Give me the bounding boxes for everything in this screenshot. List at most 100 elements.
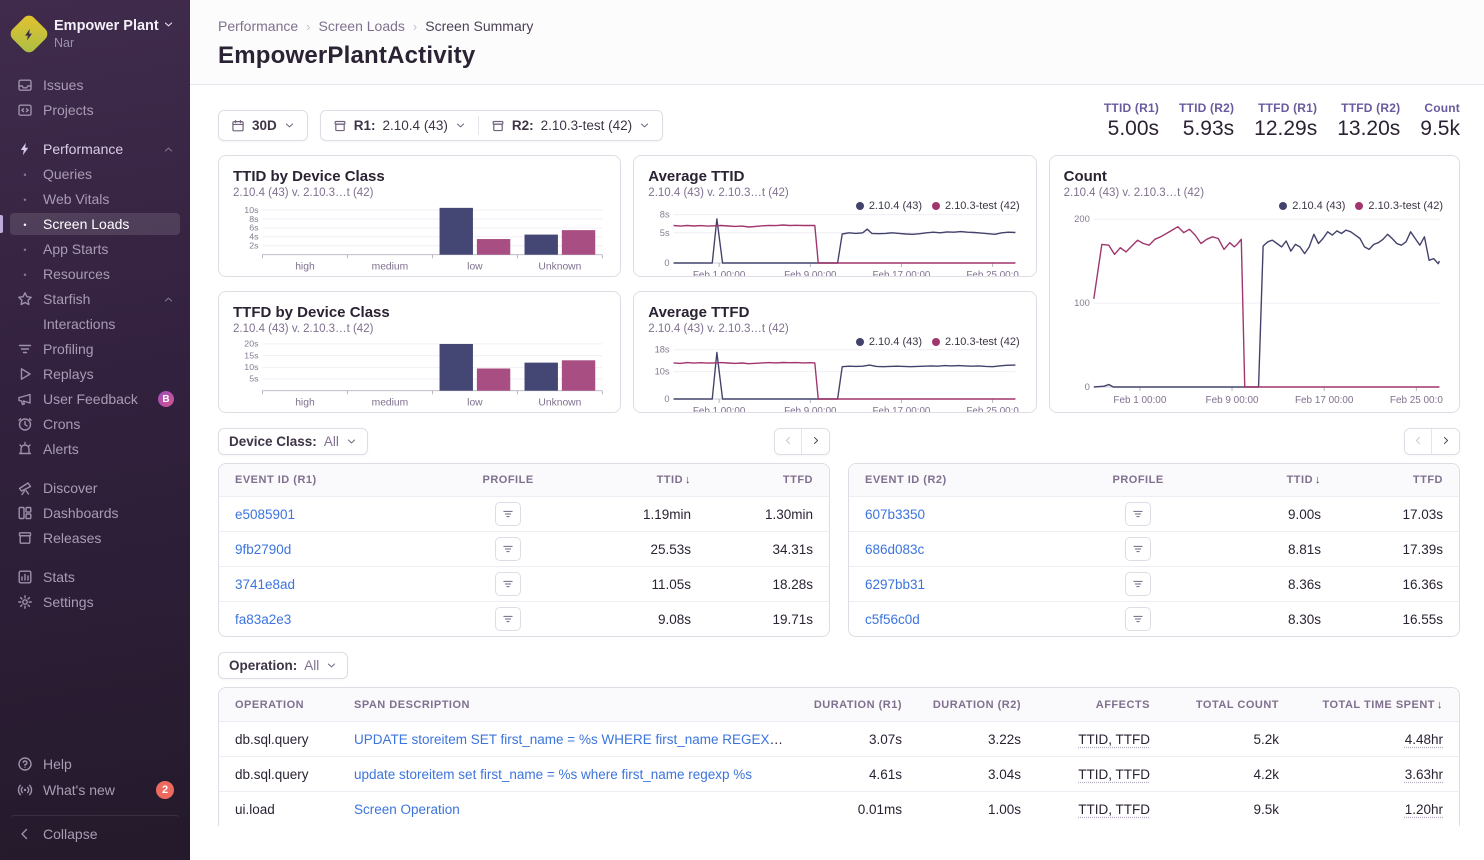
table-row: 9fb2790d 25.53s 34.31s [219, 531, 829, 566]
metric-ttid-r1: TTID (R1) 5.00s [1104, 101, 1159, 141]
sidebar-item-issues[interactable]: Issues [10, 74, 180, 96]
breadcrumb-screen-loads[interactable]: Screen Loads [318, 18, 405, 34]
event-id-link[interactable]: c5f56c0d [865, 611, 920, 627]
column-header-duration-r1[interactable]: DURATION (R1) [813, 698, 902, 711]
sidebar-item-replays[interactable]: Replays [10, 363, 180, 385]
profile-button[interactable] [495, 502, 522, 526]
sidebar-item-dashboards[interactable]: Dashboards [10, 502, 180, 524]
legend-label: 2.10.4 (43) [1292, 200, 1346, 212]
column-header-total-time-spent[interactable]: TOTAL TIME SPENT ↓ [1322, 698, 1443, 711]
sidebar-item-performance[interactable]: Performance [10, 138, 180, 160]
event-id-link[interactable]: 686d083c [865, 541, 925, 557]
profile-button[interactable] [495, 607, 522, 631]
sidebar-item-crons[interactable]: Crons [10, 413, 180, 435]
sidebar-item-alerts[interactable]: Alerts [10, 438, 180, 460]
sort-arrow-icon: ↓ [1437, 698, 1443, 711]
legend-label: 2.10.3-test (42) [1368, 200, 1443, 212]
column-header-ttid[interactable]: TTID ↓ [1286, 474, 1322, 486]
profile-button[interactable] [1125, 572, 1152, 596]
column-header-ttfd[interactable]: TTFD [782, 474, 813, 486]
sidebar-item-label: Crons [43, 416, 81, 433]
span-description-link[interactable]: update storeitem set first_name = %s whe… [354, 766, 753, 782]
average-ttfd-chart: 0 10s 18s Feb 1 00:00 Feb 9 00:00 Feb 17 00:0… [655, 344, 1020, 412]
sidebar-item-user-feedback[interactable]: User Feedback B [10, 388, 180, 410]
sidebar-item-help[interactable]: Help [10, 753, 180, 775]
sidebar-item-queries[interactable]: Queries [10, 163, 180, 185]
breadcrumb-screen-summary: Screen Summary [425, 18, 534, 34]
sidebar-item-label: Performance [43, 141, 124, 158]
device-class-filter[interactable]: Device Class: All [218, 427, 368, 455]
release2-filter[interactable]: R2: 2.10.3-test (42) [478, 111, 663, 140]
metric-value: 13.20s [1337, 117, 1401, 140]
event-id-link[interactable]: e5085901 [235, 506, 296, 522]
operation-filter[interactable]: Operation: All [218, 651, 349, 679]
column-header-profile[interactable]: PROFILE [1112, 474, 1164, 486]
chart-subtitle: 2.10.4 (43) v. 2.10.3…t (42) [233, 187, 374, 199]
table-row: 3741e8ad 11.05s 18.28s [219, 566, 829, 601]
sidebar-item-releases[interactable]: Releases [10, 527, 180, 549]
legend-dot [1355, 202, 1364, 210]
event-id-link[interactable]: 3741e8ad [235, 576, 296, 592]
release2-value: 2.10.3-test (42) [540, 118, 633, 133]
duration-r2-value: 3.22s [987, 731, 1021, 747]
sidebar-item-starfish[interactable]: Starfish [10, 288, 180, 310]
profile-button[interactable] [495, 537, 522, 561]
sidebar-item-resources[interactable]: Resources [10, 263, 180, 285]
column-header-duration-r2[interactable]: DURATION (R2) [932, 698, 1021, 711]
prev-page-button[interactable] [775, 428, 802, 454]
sidebar-item-profiling[interactable]: Profiling [10, 338, 180, 360]
org-logo [7, 12, 51, 56]
bullet-icon [16, 241, 34, 257]
device-class-value: All [323, 433, 339, 449]
column-header-profile[interactable]: PROFILE [482, 474, 534, 486]
metric-value: 5.93s [1182, 117, 1235, 140]
svg-text:18s: 18s [655, 344, 670, 355]
column-header-ttid[interactable]: TTID ↓ [656, 474, 692, 486]
sidebar-item-projects[interactable]: Projects [10, 99, 180, 121]
pagination-r2 [1404, 427, 1460, 455]
prev-page-button[interactable] [1405, 428, 1432, 454]
time-range-filter[interactable]: 30D [218, 110, 308, 141]
event-id-link[interactable]: fa83a2e3 [235, 611, 292, 627]
chevron-left-icon [16, 826, 34, 842]
column-header-operation: OPERATION [235, 698, 305, 711]
duration-r1-value: 3.07s [868, 731, 902, 747]
breadcrumb: Performance › Screen Loads › Screen Summ… [218, 18, 1456, 34]
sidebar-item-settings[interactable]: Settings [10, 591, 180, 613]
svg-text:Feb 25 00:0: Feb 25 00:0 [1390, 395, 1443, 406]
event-id-link[interactable]: 9fb2790d [235, 541, 292, 557]
next-page-button[interactable] [802, 428, 829, 454]
metric-ttfd-r1: TTFD (R1) 12.29s [1254, 101, 1317, 141]
svg-text:low: low [467, 262, 483, 273]
collapse-button[interactable]: Collapse [10, 815, 180, 845]
chart-subtitle: 2.10.4 (43) v. 2.10.3…t (42) [1063, 187, 1205, 199]
sidebar-item-screen-loads[interactable]: Screen Loads [0, 213, 180, 236]
profile-button[interactable] [1125, 607, 1152, 631]
org-switcher[interactable]: Empower Plant Nar [0, 12, 190, 60]
column-header-affects[interactable]: AFFECTS [1095, 698, 1150, 711]
release1-filter[interactable]: R1: 2.10.4 (43) [320, 111, 478, 140]
average-ttfd-card: Average TTFD 2.10.4 (43) v. 2.10.3…t (42)… [633, 291, 1037, 413]
badge: B [158, 391, 174, 408]
sidebar-item-what-s-new[interactable]: What's new 2 [10, 778, 180, 802]
event-id-link[interactable]: 6297bb31 [865, 576, 926, 592]
sidebar-item-label: Replays [43, 366, 94, 383]
column-header-total-count[interactable]: TOTAL COUNT [1195, 698, 1279, 711]
sidebar-item-web-vitals[interactable]: Web Vitals [10, 188, 180, 210]
sort-arrow-icon: ↓ [1315, 474, 1322, 486]
breadcrumb-performance[interactable]: Performance [218, 18, 299, 34]
column-header-ttfd[interactable]: TTFD [1412, 474, 1443, 486]
svg-text:4s: 4s [249, 232, 258, 242]
next-page-button[interactable] [1432, 428, 1459, 454]
sidebar-item-discover[interactable]: Discover [10, 477, 180, 499]
profile-button[interactable] [495, 572, 522, 596]
sidebar-item-app-starts[interactable]: App Starts [10, 238, 180, 260]
span-description-link[interactable]: Screen Operation [354, 801, 460, 817]
span-description-link[interactable]: UPDATE storeitem SET first_name = %s WHE… [354, 731, 783, 747]
profile-button[interactable] [1125, 502, 1152, 526]
sidebar-item-interactions[interactable]: Interactions [10, 313, 180, 335]
sidebar-item-stats[interactable]: Stats [10, 566, 180, 588]
event-id-link[interactable]: 607b3350 [865, 506, 926, 522]
profile-button[interactable] [1125, 537, 1152, 561]
svg-text:10s: 10s [244, 205, 258, 215]
